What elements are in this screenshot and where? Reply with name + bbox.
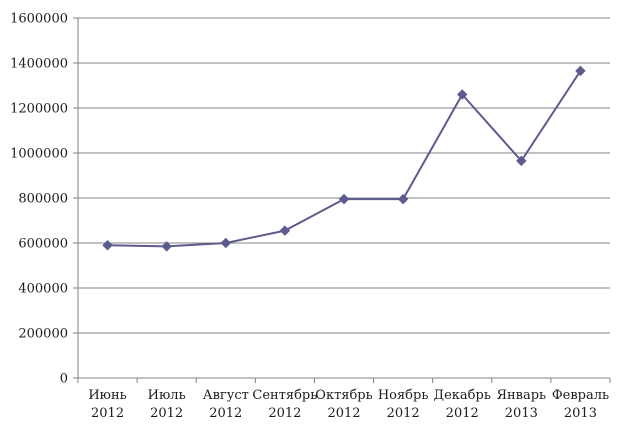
y-tick-label: 600000 xyxy=(18,237,68,252)
data-point-marker xyxy=(220,237,231,249)
y-tick-label: 1200000 xyxy=(10,102,68,117)
x-tick-label-month: Июль xyxy=(148,388,186,403)
y-tick-label: 1400000 xyxy=(10,57,68,72)
y-tick-label: 1600000 xyxy=(10,12,68,27)
x-tick-label-month: Февраль xyxy=(552,388,609,403)
x-tick-label-month: Июнь xyxy=(88,388,126,403)
x-tick-label-month: Август xyxy=(203,388,249,403)
data-point-marker xyxy=(457,89,468,100)
data-point-marker xyxy=(397,193,409,205)
x-tick-label-year: 2012 xyxy=(209,406,242,421)
y-tick-label: 1000000 xyxy=(10,147,68,162)
x-tick-label-month: Декабрь xyxy=(434,388,491,403)
x-tick-label-year: 2012 xyxy=(387,406,420,421)
x-tick-label-year: 2012 xyxy=(150,406,183,421)
data-point-marker xyxy=(279,225,291,236)
x-tick-label-year: 2012 xyxy=(268,406,301,421)
x-tick-label-year: 2013 xyxy=(564,406,597,421)
data-point-marker xyxy=(161,241,172,252)
y-tick-label: 0 xyxy=(60,372,68,387)
x-tick-label-year: 2012 xyxy=(327,406,360,421)
x-tick-label-year: 2012 xyxy=(91,406,124,421)
x-tick-label-month: Октябрь xyxy=(315,388,372,403)
y-tick-label: 400000 xyxy=(18,282,68,297)
x-tick-label-month: Сентябрь xyxy=(252,388,317,403)
data-point-marker xyxy=(338,193,350,205)
data-point-marker xyxy=(516,155,527,167)
y-tick-label: 200000 xyxy=(18,327,68,342)
y-tick-label: 800000 xyxy=(18,192,68,207)
x-tick-label-month: Январь xyxy=(497,388,547,403)
x-tick-label-month: Ноябрь xyxy=(378,388,429,403)
x-tick-label-year: 2012 xyxy=(446,406,479,421)
data-point-marker xyxy=(575,65,586,77)
x-tick-label-year: 2013 xyxy=(505,406,538,421)
data-point-marker xyxy=(102,240,113,251)
